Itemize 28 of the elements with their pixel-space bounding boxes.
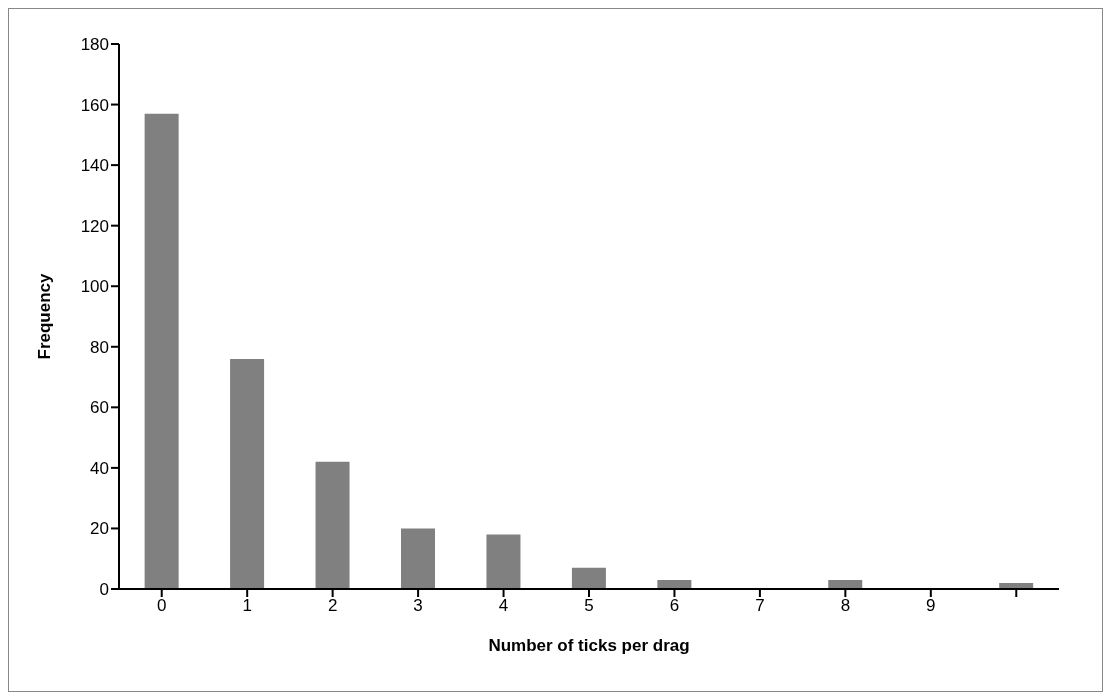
bar [401,528,435,589]
x-tick-label: 8 [840,596,851,616]
y-tick-label: 180 [80,35,109,55]
y-axis-title: Frequency [35,272,55,360]
y-tick-label: 100 [80,277,109,297]
x-tick-label: 7 [755,596,765,616]
y-tick-label: 20 [90,519,109,539]
x-tick-label: 2 [327,596,338,616]
bar [571,567,606,589]
x-axis-title: Number of ticks per drag [488,636,690,655]
bar [144,113,179,589]
x-tick-label: 4 [498,596,509,616]
x-tick-label: 3 [413,596,423,616]
x-tick-label: 9 [926,596,936,616]
y-tick-label: 140 [80,156,109,176]
bar [486,534,521,589]
bar [230,358,265,589]
y-tick-label: 0 [99,580,109,600]
x-tick-label: 5 [584,596,594,616]
y-tick-label: 160 [80,95,109,115]
y-tick-label: 40 [90,458,109,478]
y-tick-label: 120 [80,216,109,236]
y-tick-label: 80 [90,337,109,357]
x-tick-label: 6 [669,596,680,616]
x-tick-label: 0 [156,596,167,616]
bar [315,461,350,589]
y-tick-label: 60 [90,398,109,418]
x-tick-label: 1 [242,596,252,616]
